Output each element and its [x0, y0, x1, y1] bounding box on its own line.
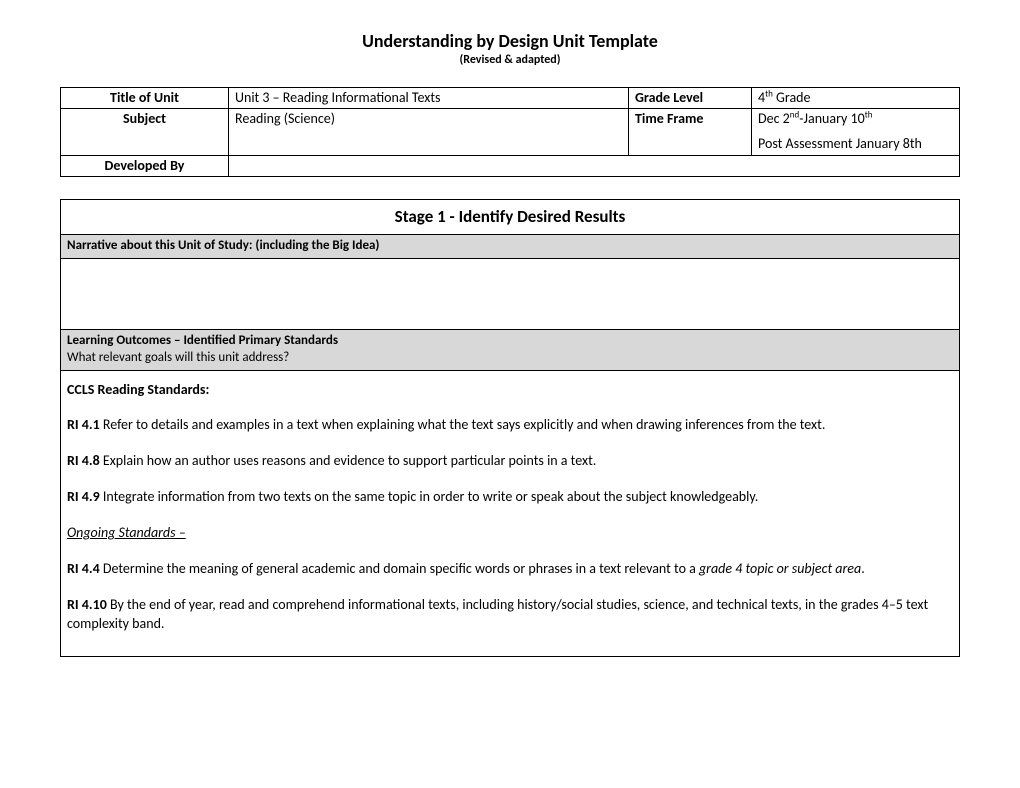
outcomes-heading-text: Learning Outcomes – Identified Primary S… — [67, 333, 338, 348]
title-of-unit-label: Title of Unit — [61, 87, 229, 108]
standard-code: RI 4.1 — [67, 416, 100, 433]
time-start-ord: nd — [790, 110, 799, 121]
standard-text: Integrate information from two texts on … — [100, 488, 759, 505]
document-header: Understanding by Design Unit Template (R… — [60, 30, 960, 69]
outcomes-heading: Learning Outcomes – Identified Primary S… — [61, 329, 960, 370]
developed-by-value — [229, 155, 960, 176]
grade-level-label: Grade Level — [629, 87, 752, 108]
standard-text-pre: Determine the meaning of general academi… — [100, 560, 699, 577]
time-frame-value-line2: Post Assessment January 8th — [752, 129, 960, 155]
standard-ri-4-10: RI 4.10 By the end of year, read and com… — [67, 596, 953, 634]
standard-text: Refer to details and examples in a text … — [100, 416, 826, 433]
standard-code: RI 4.10 — [67, 596, 107, 613]
standard-text: By the end of year, read and comprehend … — [67, 596, 928, 632]
narrative-heading: Narrative about this Unit of Study: (inc… — [61, 234, 960, 258]
subject-value: Reading (Science) — [229, 109, 629, 155]
standard-code: RI 4.4 — [67, 560, 100, 577]
standard-text: Explain how an author uses reasons and e… — [100, 452, 597, 469]
time-frame-label: Time Frame — [629, 109, 752, 155]
grade-ordinal: th — [765, 88, 773, 99]
time-end-ord: th — [865, 110, 873, 121]
time-end: -January 10 — [799, 110, 865, 127]
standard-text-italic: grade 4 topic or subject area — [699, 560, 861, 577]
unit-info-table: Title of Unit Unit 3 – Reading Informati… — [60, 87, 960, 177]
standard-ri-4-8: RI 4.8 Explain how an author uses reason… — [67, 452, 953, 471]
developed-by-label: Developed By — [61, 155, 229, 176]
stage1-table: Stage 1 - Identify Desired Results Narra… — [60, 199, 960, 657]
standard-code: RI 4.9 — [67, 488, 100, 505]
standards-body: CCLS Reading Standards: RI 4.1 Refer to … — [61, 370, 960, 656]
time-frame-value-line1: Dec 2nd-January 10th — [752, 109, 960, 130]
ongoing-label-text: Ongoing Standards – — [67, 524, 186, 541]
document-subtitle: (Revised & adapted) — [60, 53, 960, 69]
document-title: Understanding by Design Unit Template — [60, 30, 960, 53]
standard-ri-4-1: RI 4.1 Refer to details and examples in … — [67, 416, 953, 435]
standard-code: RI 4.8 — [67, 452, 100, 469]
grade-word: Grade — [773, 89, 811, 106]
standard-text-post: . — [861, 560, 865, 577]
time-start: Dec 2 — [758, 110, 790, 127]
title-of-unit-value: Unit 3 – Reading Informational Texts — [229, 87, 629, 108]
stage1-title: Stage 1 - Identify Desired Results — [61, 199, 960, 234]
outcomes-subheading-text: What relevant goals will this unit addre… — [67, 350, 289, 365]
ongoing-standards-label: Ongoing Standards – — [67, 524, 953, 543]
standard-ri-4-4: RI 4.4 Determine the meaning of general … — [67, 560, 953, 579]
subject-label: Subject — [61, 109, 229, 155]
grade-level-value: 4th Grade — [752, 87, 960, 108]
ccls-heading: CCLS Reading Standards: — [67, 381, 209, 398]
narrative-body — [61, 258, 960, 329]
standard-ri-4-9: RI 4.9 Integrate information from two te… — [67, 488, 953, 507]
